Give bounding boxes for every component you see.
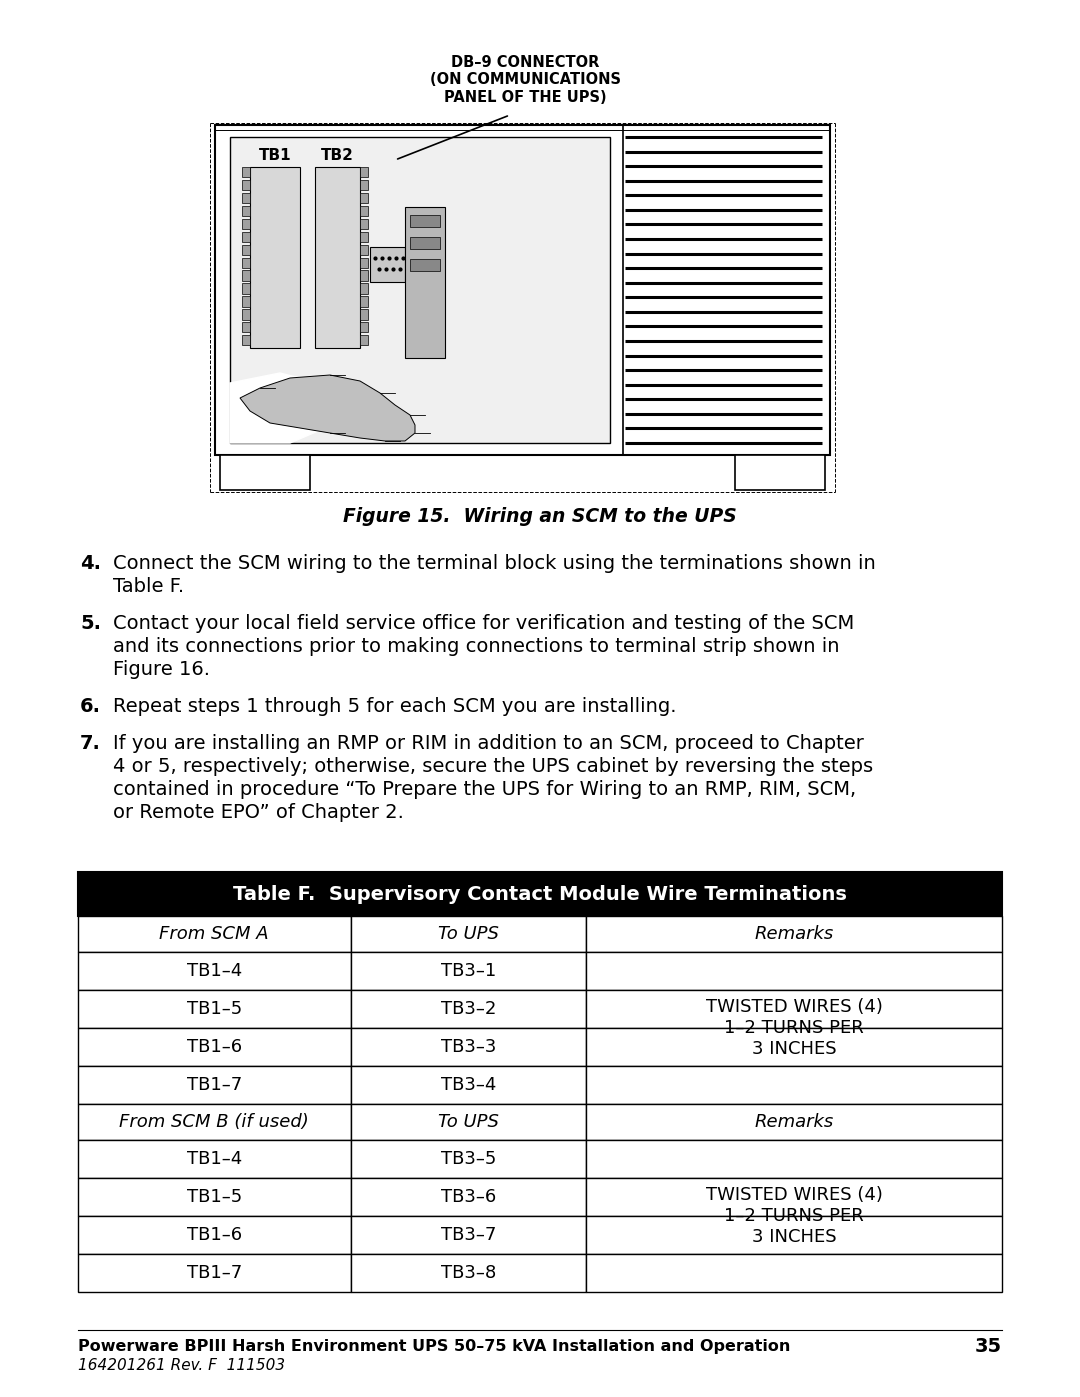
Bar [78,990,351,1028]
Bar [351,1104,586,1140]
Text: contained in procedure “To Prepare the UPS for Wiring to an RMP, RIM, SCM,: contained in procedure “To Prepare the U… [113,780,856,799]
Text: TB3–3: TB3–3 [441,1038,496,1056]
Bar [360,323,368,332]
Bar [370,247,405,282]
Text: 164201261 Rev. F  111503: 164201261 Rev. F 111503 [78,1358,285,1373]
Bar [242,232,249,242]
Bar [242,296,249,306]
Text: 5.: 5. [80,615,102,633]
Bar [360,193,368,203]
Polygon shape [240,374,415,441]
Bar [242,205,249,217]
Bar [78,1140,351,1178]
Text: TB1–6: TB1–6 [187,1038,242,1056]
Text: Contact your local field service office for verification and testing of the SCM: Contact your local field service office … [113,615,854,633]
Bar [360,219,368,229]
Bar [242,271,249,281]
Bar [351,1028,586,1066]
Text: If you are installing an RMP or RIM in addition to an SCM, proceed to Chapter: If you are installing an RMP or RIM in a… [113,733,864,753]
Bar [242,244,249,254]
Text: TB3–2: TB3–2 [441,1000,496,1018]
Text: Remarks: Remarks [755,925,834,943]
Bar [78,1028,351,1066]
Bar [410,215,440,226]
Bar [586,951,1002,990]
Text: TB1: TB1 [259,148,292,162]
Bar [586,1178,1002,1215]
Bar [586,1028,1002,1066]
Bar [78,951,351,990]
Bar [230,137,610,443]
Text: and its connections prior to making connections to terminal strip shown in: and its connections prior to making conn… [113,637,839,657]
Bar [78,1178,351,1215]
Bar [586,990,1002,1028]
Text: TB1–5: TB1–5 [187,1187,242,1206]
Text: Repeat steps 1 through 5 for each SCM you are installing.: Repeat steps 1 through 5 for each SCM yo… [113,697,676,717]
Bar [586,1066,1002,1104]
Bar [360,309,368,320]
Polygon shape [230,373,340,443]
Bar [360,244,368,254]
Bar [735,455,825,490]
Bar [586,916,1002,951]
Text: TB1–4: TB1–4 [187,963,242,981]
Bar [360,284,368,293]
Bar [410,237,440,249]
Text: Figure 15.  Wiring an SCM to the UPS: Figure 15. Wiring an SCM to the UPS [343,507,737,525]
Text: From SCM B (if used): From SCM B (if used) [120,1113,309,1132]
Text: Figure 16.: Figure 16. [113,659,210,679]
Text: DB–9 CONNECTOR
(ON COMMUNICATIONS
PANEL OF THE UPS): DB–9 CONNECTOR (ON COMMUNICATIONS PANEL … [430,54,621,105]
Bar [410,258,440,271]
Bar [351,990,586,1028]
Bar [351,1066,586,1104]
Text: TB1–7: TB1–7 [187,1264,242,1282]
Bar [586,1104,1002,1140]
Text: TB3–4: TB3–4 [441,1076,496,1094]
Bar [242,335,249,345]
Bar [242,284,249,293]
Text: Remarks: Remarks [755,1113,834,1132]
Text: TB3–7: TB3–7 [441,1227,496,1243]
Bar [242,257,249,268]
Bar [242,219,249,229]
Bar [360,168,368,177]
Bar [351,1178,586,1215]
Text: TB3–8: TB3–8 [441,1264,496,1282]
Text: TB1–7: TB1–7 [187,1076,242,1094]
Text: Table F.: Table F. [113,577,184,597]
Text: TB2: TB2 [321,148,354,162]
Bar [242,168,249,177]
Text: TB1–4: TB1–4 [187,1150,242,1168]
Bar [586,1140,1002,1178]
Bar [315,168,360,348]
Text: TB1–6: TB1–6 [187,1227,242,1243]
Bar [351,1255,586,1292]
Bar [360,257,368,268]
Text: Powerware BPIII Harsh Environment UPS 50–75 kVA Installation and Operation: Powerware BPIII Harsh Environment UPS 50… [78,1338,791,1354]
Text: or Remote EPO” of Chapter 2.: or Remote EPO” of Chapter 2. [113,803,404,821]
Text: 4 or 5, respectively; otherwise, secure the UPS cabinet by reversing the steps: 4 or 5, respectively; otherwise, secure … [113,757,873,775]
Text: To UPS: To UPS [438,1113,499,1132]
Bar [78,1255,351,1292]
Bar [351,1140,586,1178]
Text: 7.: 7. [80,733,100,753]
Bar [78,1066,351,1104]
Bar [360,296,368,306]
Text: TB3–6: TB3–6 [441,1187,496,1206]
Bar [360,335,368,345]
Bar [242,309,249,320]
Text: 35: 35 [975,1337,1002,1355]
Text: TB3–5: TB3–5 [441,1150,496,1168]
Bar [242,193,249,203]
Text: TB3–1: TB3–1 [441,963,496,981]
Text: Connect the SCM wiring to the terminal block using the terminations shown in: Connect the SCM wiring to the terminal b… [113,555,876,573]
Bar [360,232,368,242]
Bar [360,205,368,217]
Bar [351,916,586,951]
Bar [360,180,368,190]
Text: To UPS: To UPS [438,925,499,943]
Text: TWISTED WIRES (4)
1–2 TURNS PER
3 INCHES: TWISTED WIRES (4) 1–2 TURNS PER 3 INCHES [705,999,882,1058]
Text: TB1–5: TB1–5 [187,1000,242,1018]
Bar [215,124,831,455]
Bar [78,1104,351,1140]
